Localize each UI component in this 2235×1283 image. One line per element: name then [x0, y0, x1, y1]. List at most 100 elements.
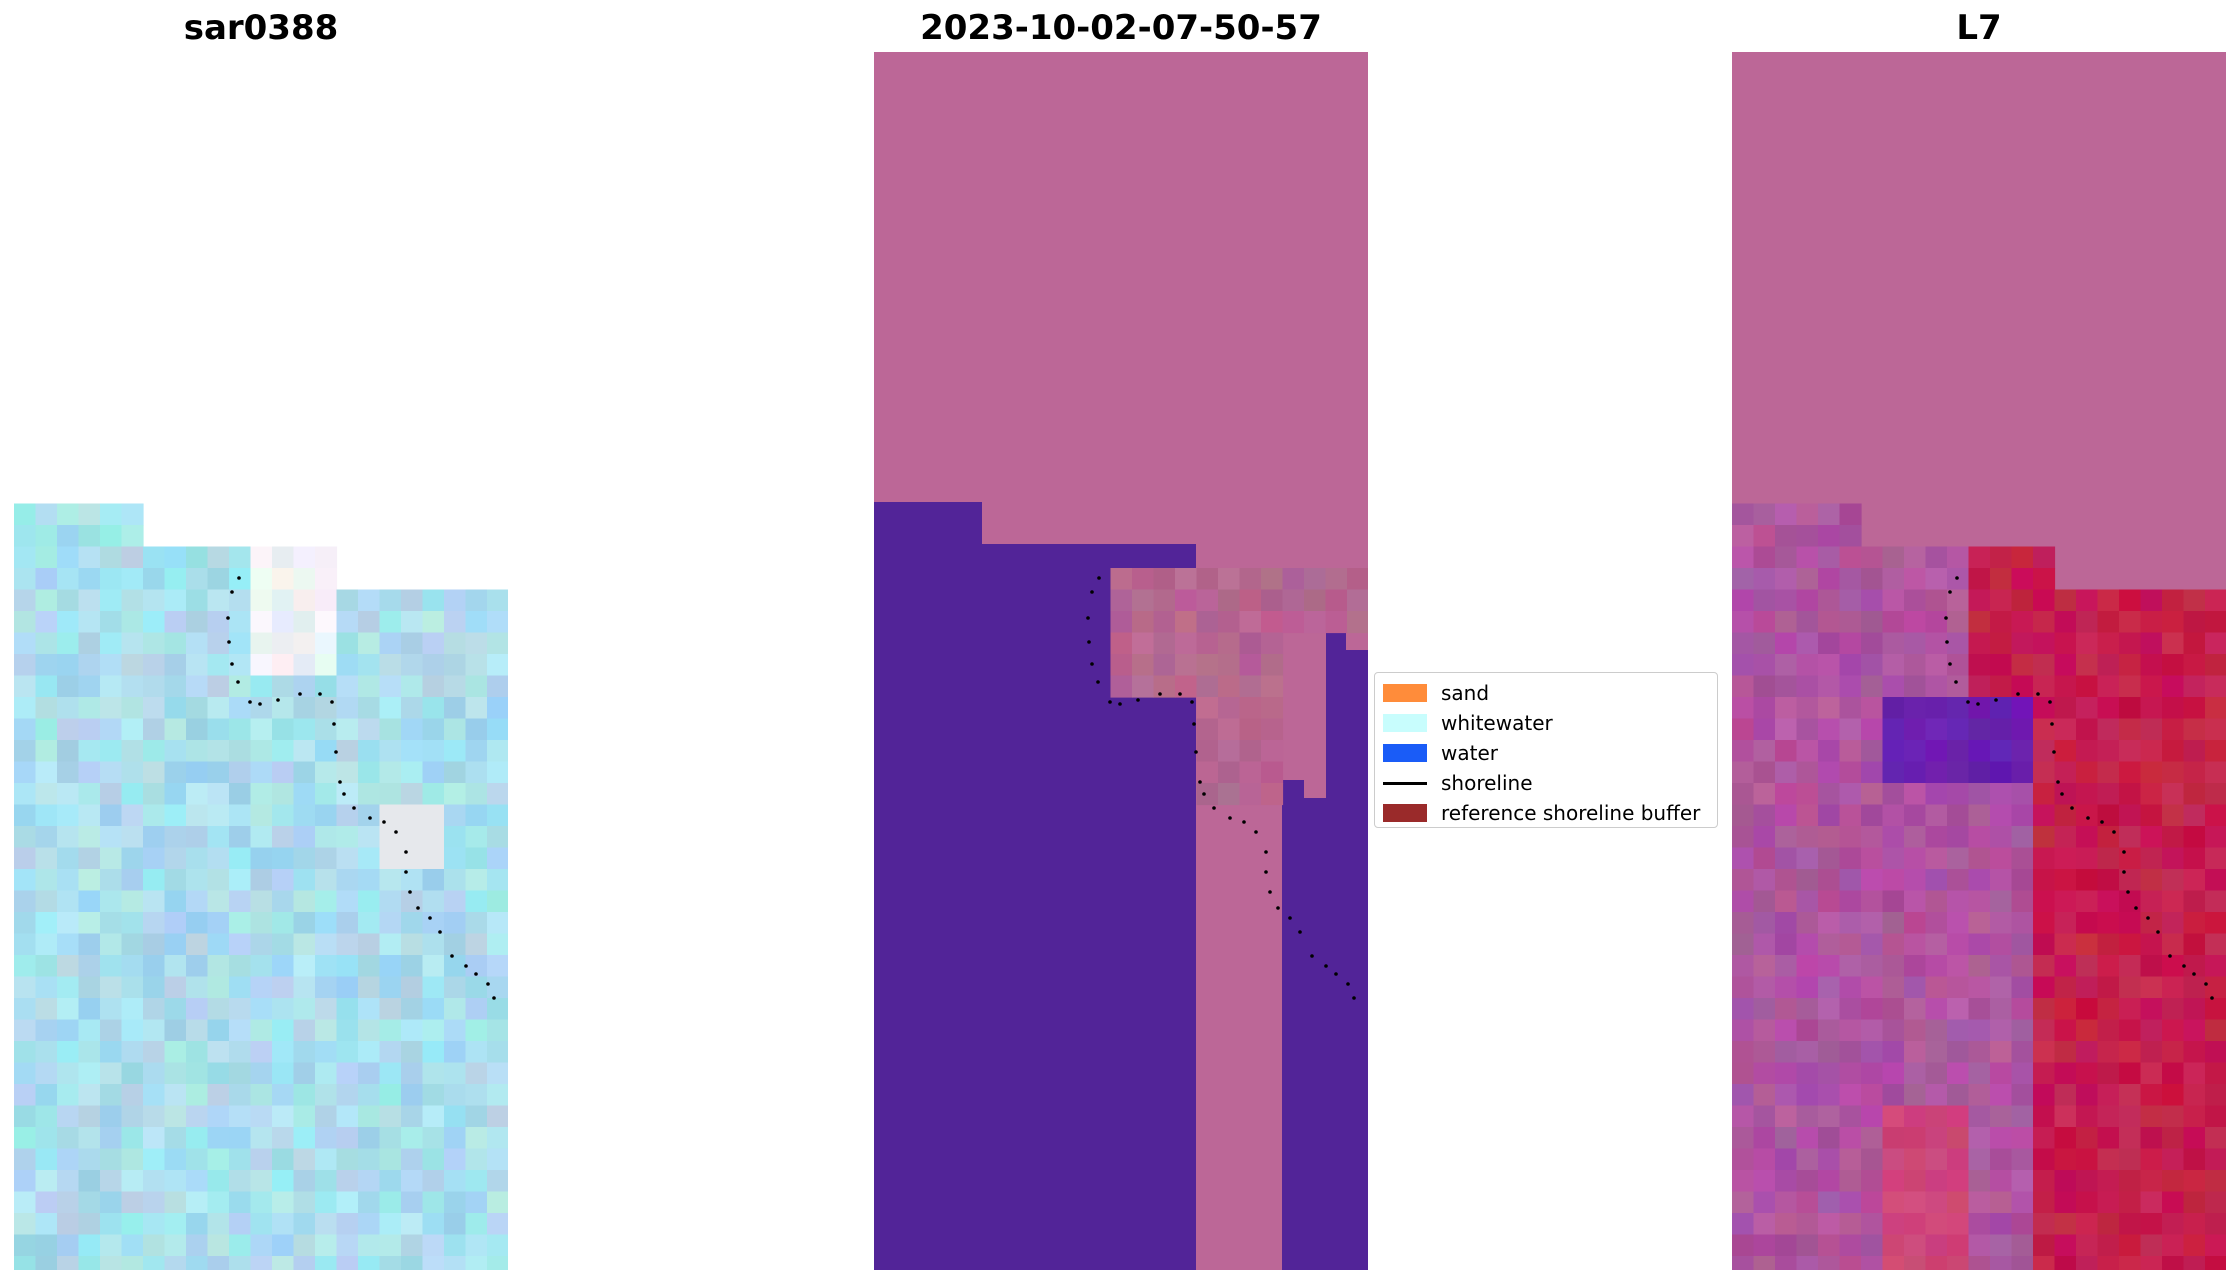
- rgb-pixel: [401, 869, 424, 892]
- rgb-pixel: [272, 804, 295, 827]
- rgb-pixel: [272, 611, 295, 634]
- index-pixel: [1990, 546, 2013, 569]
- rgb-pixel: [272, 546, 295, 569]
- rgb-pixel: [293, 1170, 316, 1193]
- rgb-pixel: [250, 611, 273, 634]
- rgb-pixel: [487, 1234, 508, 1257]
- rgb-pixel: [487, 1041, 508, 1064]
- index-pixel: [1990, 761, 2013, 784]
- rgb-pixel: [186, 740, 209, 763]
- index-pixel: [1861, 783, 1884, 806]
- index-pixel: [2205, 1234, 2226, 1257]
- index-pixel: [1904, 847, 1927, 870]
- shoreline-point: [1090, 662, 1094, 666]
- index-pixel: [1925, 933, 1948, 956]
- rgb-pixel: [78, 1062, 101, 1085]
- rgb-pixel: [143, 1084, 166, 1107]
- rgb-pixel: [465, 675, 488, 698]
- index-pixel: [2076, 1213, 2099, 1236]
- index-pixel: [1990, 1084, 2013, 1107]
- index-pixel: [1925, 546, 1948, 569]
- rgb-pixel: [336, 1234, 359, 1257]
- index-pixel: [2033, 1041, 2056, 1064]
- rgb-pixel: [143, 546, 166, 569]
- rgb-pixel: [78, 998, 101, 1021]
- rgb-pixel: [207, 1170, 230, 1193]
- index-pixel: [2183, 1256, 2206, 1270]
- rgb-pixel: [465, 998, 488, 1021]
- legend-item-shoreline: shoreline: [1383, 770, 1533, 796]
- rgb-pixel: [229, 976, 252, 999]
- legend-label: sand: [1441, 681, 1490, 705]
- rgb-pixel: [293, 697, 316, 720]
- index-pixel: [2140, 890, 2163, 913]
- rgb-pixel: [164, 783, 187, 806]
- rgb-pixel: [100, 890, 123, 913]
- index-pixel: [2033, 632, 2056, 655]
- index-pixel: [1839, 847, 1862, 870]
- index-pixel: [1839, 546, 1862, 569]
- index-pixel: [2033, 933, 2056, 956]
- index-pixel: [2054, 632, 2077, 655]
- rgb-pixel: [272, 976, 295, 999]
- index-pixel: [2011, 783, 2034, 806]
- index-pixel: [1882, 869, 1905, 892]
- rgb-pixel: [186, 675, 209, 698]
- index-pixel: [2033, 804, 2056, 827]
- index-pixel: [2119, 998, 2142, 1021]
- index-pixel: [1818, 869, 1841, 892]
- index-pixel: [2162, 740, 2185, 763]
- index-pixel: [2011, 955, 2034, 978]
- rgb-pixel: [35, 546, 58, 569]
- rgb-pixel: [336, 933, 359, 956]
- index-pixel: [1968, 1170, 1991, 1193]
- rgb-pixel: [121, 998, 144, 1021]
- rgb-pixel: [207, 912, 230, 935]
- index-pixel: [2076, 976, 2099, 999]
- index-pixel: [2033, 718, 2056, 741]
- class-pixel: [1261, 654, 1284, 677]
- index-pixel: [1861, 697, 1884, 720]
- index-pixel: [1904, 1148, 1927, 1171]
- index-pixel: [1861, 933, 1884, 956]
- rgb-pixel: [121, 1062, 144, 1085]
- rgb-pixel: [229, 546, 252, 569]
- index-pixel: [2076, 589, 2099, 612]
- index-pixel: [2162, 826, 2185, 849]
- index-pixel: [2076, 1041, 2099, 1064]
- class-pixel: [1110, 632, 1133, 655]
- index-pixel: [1775, 1213, 1798, 1236]
- rgb-pixel: [401, 1191, 424, 1214]
- rgb-pixel: [143, 1019, 166, 1042]
- sand-swatch: [1383, 684, 1427, 702]
- index-pixel: [2033, 1084, 2056, 1107]
- index-pixel: [1882, 1062, 1905, 1085]
- index-pixel: [1861, 1256, 1884, 1270]
- rgb-pixel: [35, 847, 58, 870]
- rgb-pixel: [293, 804, 316, 827]
- rgb-pixel: [358, 847, 381, 870]
- rgb-pixel: [14, 632, 37, 655]
- index-pixel: [1775, 998, 1798, 1021]
- index-pixel: [2119, 697, 2142, 720]
- rgb-pixel: [250, 890, 273, 913]
- rgb-pixel: [100, 847, 123, 870]
- index-pixel: [1818, 998, 1841, 1021]
- index-pixel: [1925, 955, 1948, 978]
- index-pixel: [2054, 654, 2077, 677]
- index-pixel: [2033, 1062, 2056, 1085]
- index-pixel: [2205, 869, 2226, 892]
- rgb-pixel: [229, 654, 252, 677]
- rgb-pixel: [121, 1191, 144, 1214]
- shoreline-point: [486, 982, 490, 986]
- rgb-pixel: [250, 933, 273, 956]
- rgb-pixel: [207, 740, 230, 763]
- rgb-pixel: [401, 697, 424, 720]
- index-pixel: [1753, 1148, 1776, 1171]
- rgb-pixel: [14, 1213, 37, 1236]
- rgb-pixel: [164, 718, 187, 741]
- index-pixel: [2162, 1105, 2185, 1128]
- index-pixel: [2011, 869, 2034, 892]
- index-pixel: [1839, 718, 1862, 741]
- index-pixel: [2076, 955, 2099, 978]
